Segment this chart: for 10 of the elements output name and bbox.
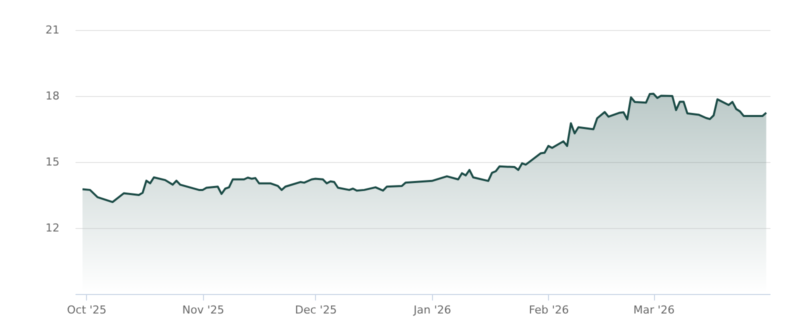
y-tick-label: 12 <box>46 222 60 234</box>
y-tick-label: 15 <box>46 156 60 168</box>
x-tick-label: Dec '25 <box>295 304 337 316</box>
x-tick-label: Feb '26 <box>528 304 569 316</box>
x-tick-label: Mar '26 <box>633 304 675 316</box>
y-tick-label: 18 <box>46 90 60 102</box>
x-tick-label: Oct '25 <box>66 304 107 316</box>
x-tick-label: Nov '25 <box>182 304 224 316</box>
y-tick-label: 21 <box>46 24 60 36</box>
x-tick-label: Jan '26 <box>412 304 452 316</box>
